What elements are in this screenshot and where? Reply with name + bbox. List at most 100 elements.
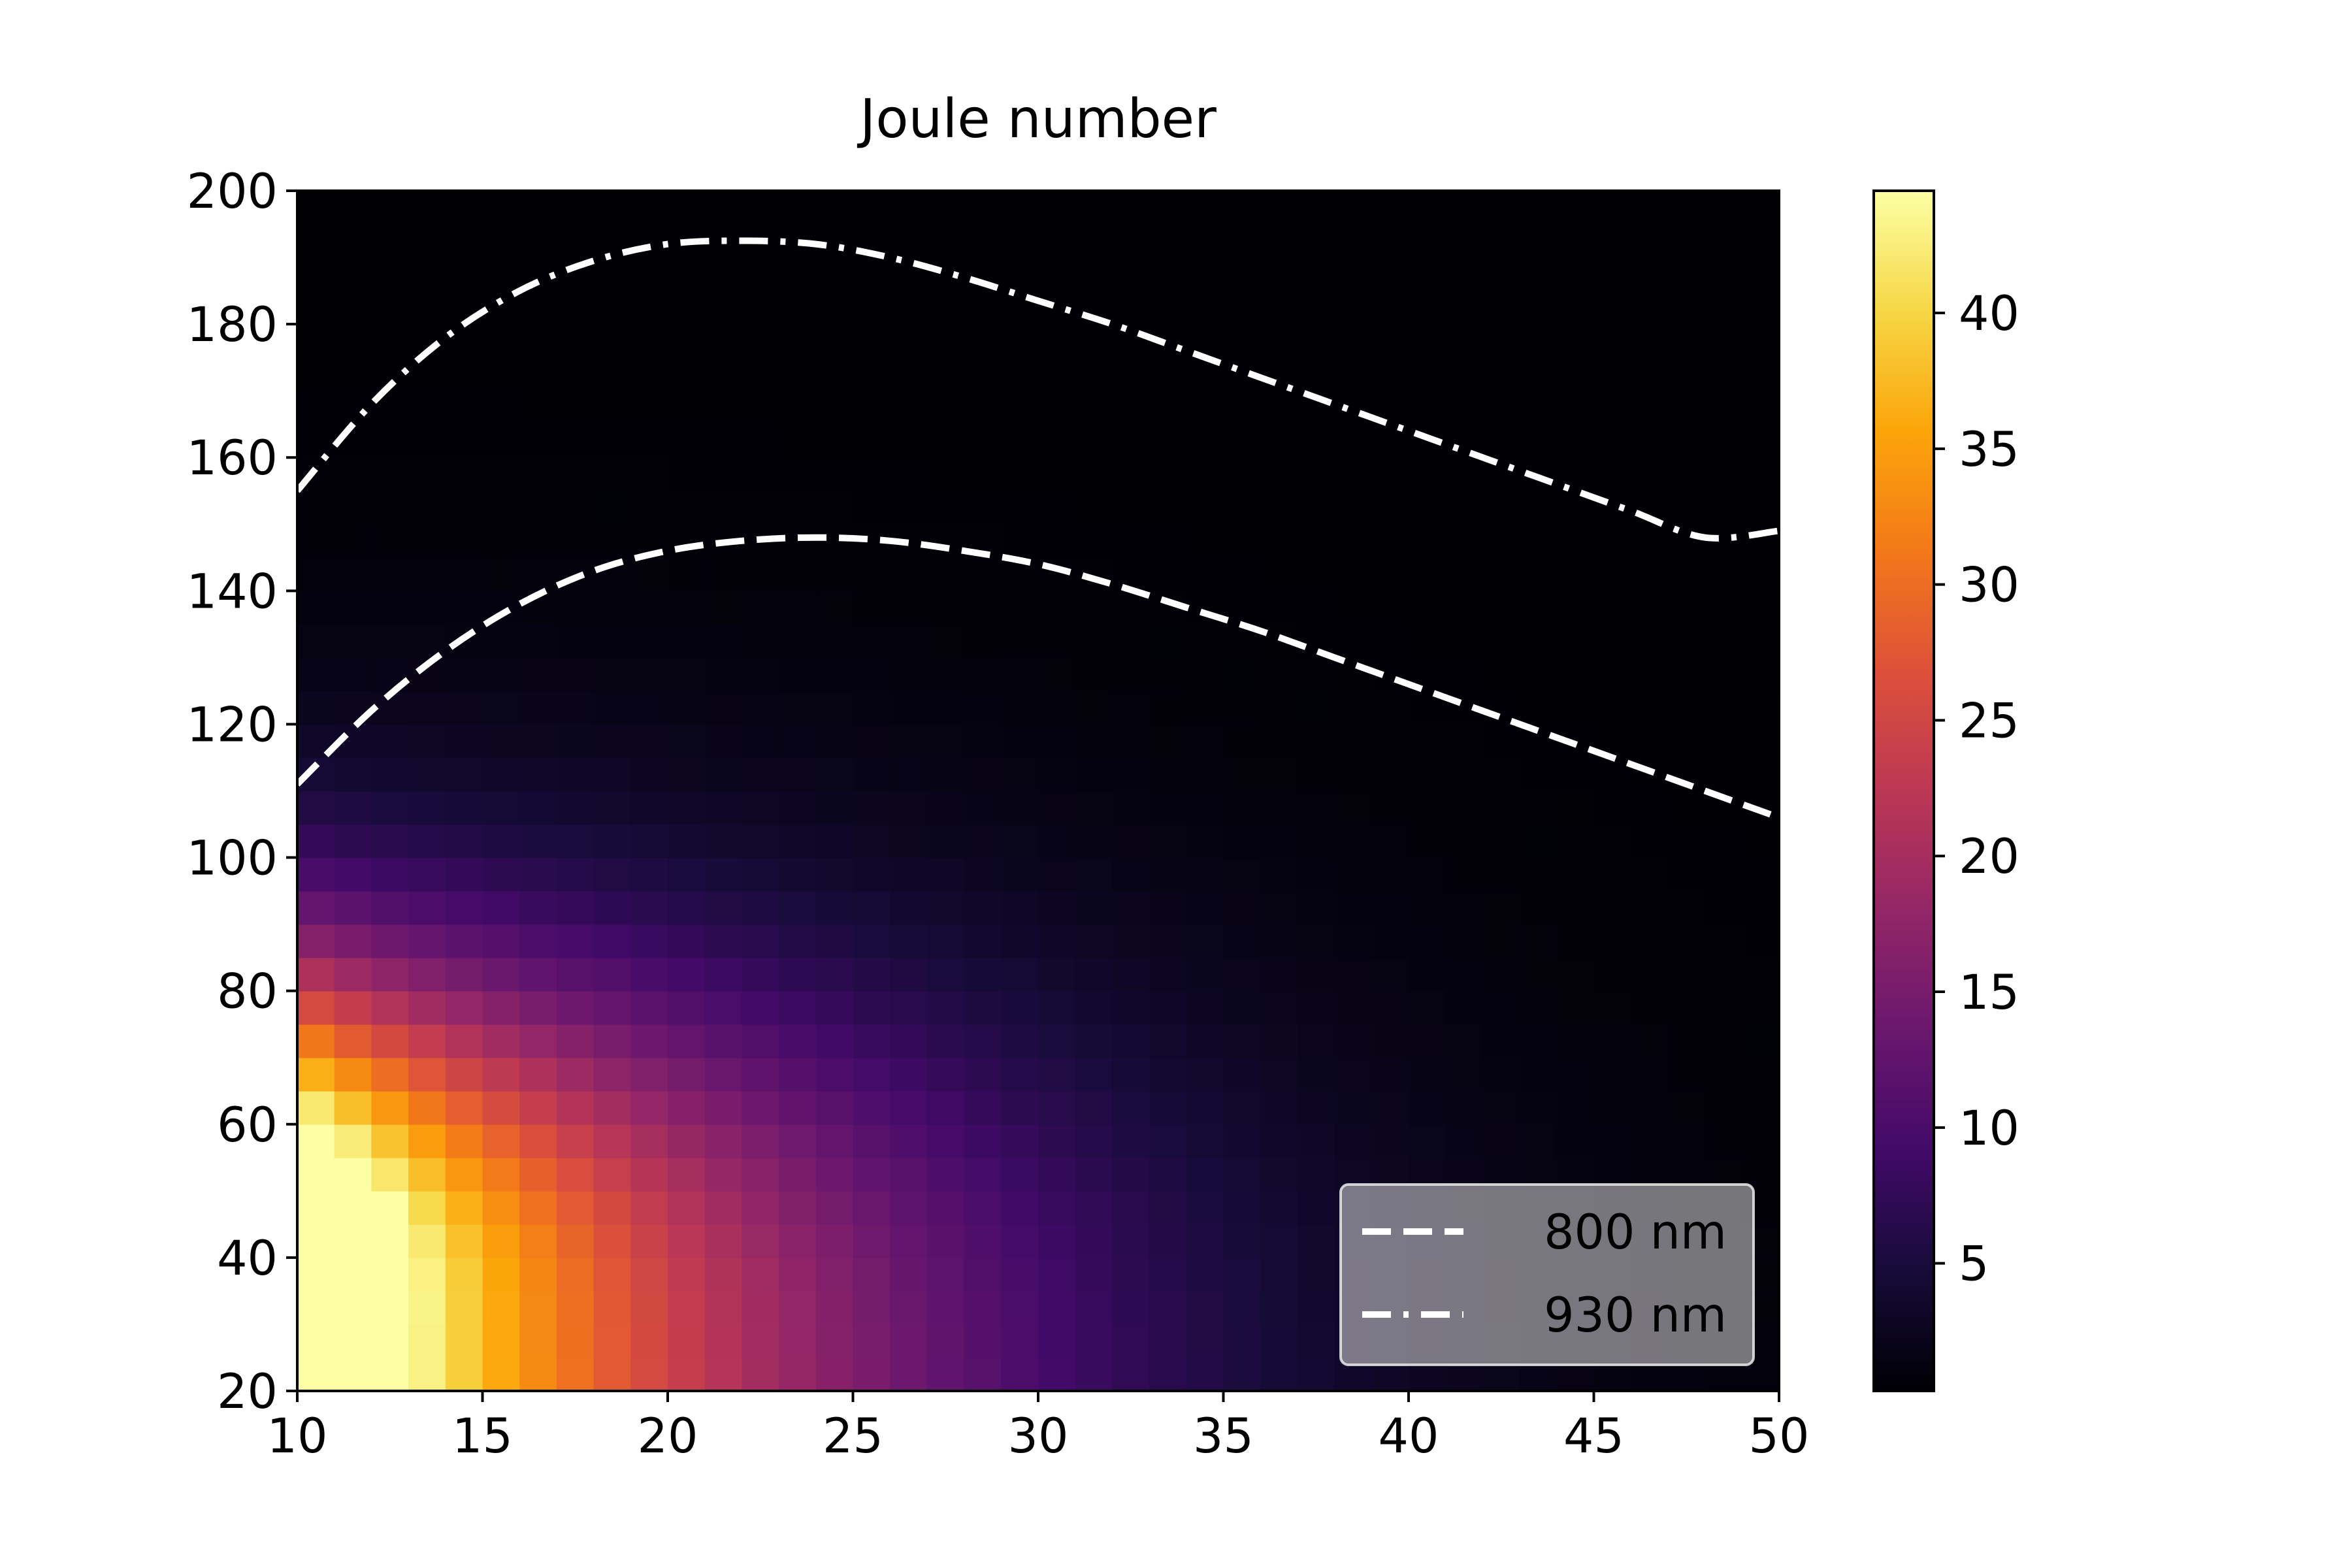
heatmap-cell bbox=[556, 324, 595, 358]
heatmap-cell bbox=[815, 624, 854, 659]
heatmap-cell bbox=[593, 324, 632, 358]
heatmap-cell bbox=[1297, 1190, 1335, 1225]
heatmap-cell bbox=[1593, 824, 1631, 858]
heatmap-cell bbox=[1297, 224, 1335, 258]
heatmap-cell bbox=[890, 990, 928, 1025]
heatmap-cell bbox=[1705, 657, 1743, 692]
heatmap-cell bbox=[1334, 424, 1373, 459]
heatmap-cell bbox=[1371, 990, 1409, 1025]
heatmap-cell bbox=[1334, 857, 1373, 892]
heatmap-cell bbox=[853, 1090, 890, 1125]
heatmap-cell bbox=[334, 1057, 372, 1092]
heatmap-cell bbox=[1482, 824, 1520, 858]
heatmap-cell bbox=[1705, 391, 1743, 425]
heatmap-cell bbox=[964, 1157, 1002, 1192]
heatmap-cell bbox=[1186, 691, 1224, 725]
heatmap-cell bbox=[593, 491, 632, 525]
heatmap-cell bbox=[926, 657, 965, 692]
heatmap-cell bbox=[1075, 557, 1113, 592]
heatmap-cell bbox=[1149, 791, 1187, 825]
heatmap-cell bbox=[1556, 457, 1595, 492]
heatmap-cell bbox=[334, 924, 372, 958]
heatmap-cell bbox=[1556, 657, 1595, 692]
heatmap-cell bbox=[519, 890, 557, 925]
heatmap-cell bbox=[1223, 657, 1261, 692]
heatmap-cell bbox=[593, 1190, 632, 1225]
heatmap-cell bbox=[1520, 957, 1558, 992]
heatmap-cell bbox=[926, 1057, 965, 1092]
heatmap-cell bbox=[964, 491, 1002, 525]
heatmap-cell bbox=[1667, 624, 1706, 659]
x-axis: 10 15 20 25 30 35 40 45 50 bbox=[267, 1391, 1809, 1464]
heatmap-cell bbox=[556, 691, 595, 725]
heatmap-cell bbox=[926, 424, 965, 459]
heatmap-cell bbox=[1520, 224, 1558, 258]
heatmap-cell bbox=[371, 724, 409, 759]
heatmap-cell bbox=[1445, 657, 1484, 692]
heatmap-cell bbox=[1001, 1257, 1039, 1292]
y-tick-label: 160 bbox=[187, 431, 278, 486]
heatmap-cell bbox=[1705, 691, 1743, 725]
heatmap-cell bbox=[519, 691, 557, 725]
heatmap-cell bbox=[1112, 857, 1150, 892]
heatmap-cell bbox=[779, 791, 817, 825]
heatmap-cell bbox=[297, 324, 335, 358]
heatmap-cell bbox=[1223, 990, 1261, 1025]
heatmap-cell bbox=[742, 1057, 779, 1092]
heatmap-cell bbox=[1556, 757, 1595, 792]
heatmap-cell bbox=[1593, 457, 1631, 492]
heatmap-cell bbox=[1334, 791, 1373, 825]
heatmap-cell bbox=[1371, 1057, 1409, 1092]
heatmap-cell bbox=[593, 657, 632, 692]
heatmap-cell bbox=[1149, 824, 1187, 858]
heatmap-cell bbox=[1667, 224, 1706, 258]
heatmap-cell bbox=[1149, 624, 1187, 659]
heatmap-cell bbox=[964, 691, 1002, 725]
heatmap-cell bbox=[371, 457, 409, 492]
heatmap-cell bbox=[1742, 724, 1779, 759]
heatmap-cell bbox=[408, 691, 446, 725]
heatmap-cell bbox=[926, 191, 965, 225]
heatmap-cell bbox=[1593, 257, 1631, 291]
heatmap-cell bbox=[371, 1257, 409, 1292]
heatmap-cell bbox=[519, 457, 557, 492]
heatmap-cell bbox=[1223, 1290, 1261, 1325]
heatmap-cell bbox=[482, 624, 520, 659]
heatmap-cell bbox=[853, 1290, 890, 1325]
heatmap-cell bbox=[1556, 524, 1595, 559]
heatmap-cell bbox=[1260, 1024, 1298, 1058]
heatmap-cell bbox=[1223, 691, 1261, 725]
heatmap-cell bbox=[1409, 1124, 1446, 1158]
heatmap-cell bbox=[445, 857, 483, 892]
heatmap-cell bbox=[1482, 924, 1520, 958]
heatmap-cell bbox=[1593, 890, 1631, 925]
heatmap-cell bbox=[853, 757, 890, 792]
heatmap-cell bbox=[445, 591, 483, 625]
heatmap-cell bbox=[815, 890, 854, 925]
heatmap-cell bbox=[926, 624, 965, 659]
heatmap-cell bbox=[593, 1290, 632, 1325]
heatmap-cell bbox=[630, 657, 668, 692]
heatmap-cell bbox=[890, 1024, 928, 1058]
heatmap-cell bbox=[1334, 957, 1373, 992]
heatmap-cell bbox=[1112, 1290, 1150, 1325]
heatmap-cell bbox=[556, 1324, 595, 1358]
colorbar-tick-label: 10 bbox=[1959, 1101, 2019, 1156]
heatmap-cell bbox=[1482, 724, 1520, 759]
heatmap-cell bbox=[1260, 1057, 1298, 1092]
heatmap-cell bbox=[964, 1357, 1002, 1391]
heatmap-cell bbox=[1260, 224, 1298, 258]
heatmap-cell bbox=[593, 990, 632, 1025]
heatmap-cell bbox=[1186, 1057, 1224, 1092]
heatmap-cell bbox=[1556, 424, 1595, 459]
heatmap-cell bbox=[964, 890, 1002, 925]
heatmap-cell bbox=[1223, 491, 1261, 525]
heatmap-cell bbox=[1667, 691, 1706, 725]
heatmap-cell bbox=[593, 1157, 632, 1192]
heatmap-cell bbox=[1371, 890, 1409, 925]
heatmap-cell bbox=[1260, 324, 1298, 358]
heatmap-cell bbox=[297, 957, 335, 992]
heatmap-cell bbox=[926, 1224, 965, 1258]
heatmap-cell bbox=[556, 791, 595, 825]
heatmap-cell bbox=[1075, 357, 1113, 391]
